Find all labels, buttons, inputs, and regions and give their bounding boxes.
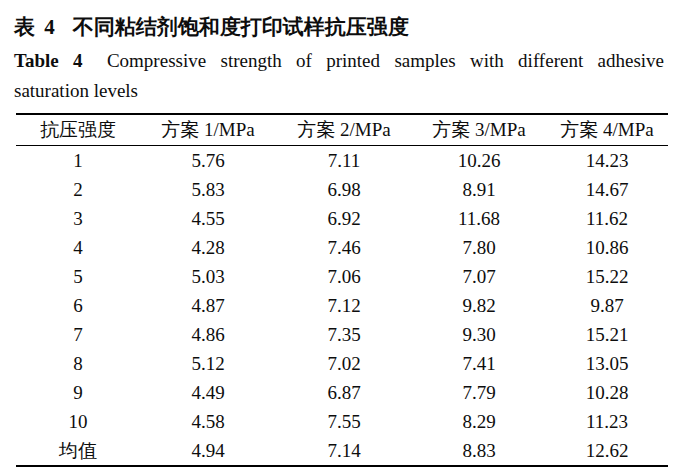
value-cell: 4.28 xyxy=(140,233,276,262)
column-header-0: 抗压强度 xyxy=(16,114,140,146)
table-row: 均值4.947.148.8312.62 xyxy=(16,436,668,466)
table-row: 64.877.129.829.87 xyxy=(16,291,668,320)
value-cell: 7.80 xyxy=(412,233,546,262)
table-row: 55.037.067.0715.22 xyxy=(16,262,668,291)
value-cell: 4.87 xyxy=(140,291,276,320)
value-cell: 11.23 xyxy=(546,407,668,436)
value-cell: 7.12 xyxy=(276,291,412,320)
value-cell: 6.98 xyxy=(276,175,412,204)
value-cell: 11.62 xyxy=(546,204,668,233)
value-cell: 15.21 xyxy=(546,320,668,349)
value-cell: 7.41 xyxy=(412,349,546,378)
paper-page-body: { "captions": { "zh_label": "表 4", "zh_t… xyxy=(0,0,686,472)
row-label: 8 xyxy=(16,349,140,378)
column-header-1: 方案 1/MPa xyxy=(140,114,276,146)
value-cell: 10.28 xyxy=(546,378,668,407)
row-label: 7 xyxy=(16,320,140,349)
table-row: 34.556.9211.6811.62 xyxy=(16,204,668,233)
table-header-row: 抗压强度方案 1/MPa方案 2/MPa方案 3/MPa方案 4/MPa xyxy=(16,114,668,146)
table-row: 25.836.988.9114.67 xyxy=(16,175,668,204)
value-cell: 7.46 xyxy=(276,233,412,262)
table-row: 74.867.359.3015.21 xyxy=(16,320,668,349)
value-cell: 7.79 xyxy=(412,378,546,407)
table-caption-en-line1: Table 4 Compressive strength of printed … xyxy=(14,46,664,76)
table-caption-zh: 表 4 不同粘结剂饱和度打印试样抗压强度 xyxy=(14,12,666,42)
value-cell: 14.23 xyxy=(546,146,668,176)
value-cell: 5.76 xyxy=(140,146,276,176)
row-label: 1 xyxy=(16,146,140,176)
column-header-4: 方案 4/MPa xyxy=(546,114,668,146)
table-caption-en-line2: saturation levels xyxy=(14,76,664,106)
table-row: 104.587.558.2911.23 xyxy=(16,407,668,436)
column-header-2: 方案 2/MPa xyxy=(276,114,412,146)
value-cell: 8.29 xyxy=(412,407,546,436)
value-cell: 11.68 xyxy=(412,204,546,233)
row-label: 6 xyxy=(16,291,140,320)
row-label: 10 xyxy=(16,407,140,436)
table-caption-en: Table 4 Compressive strength of printed … xyxy=(14,46,664,106)
value-cell: 7.02 xyxy=(276,349,412,378)
value-cell: 8.91 xyxy=(412,175,546,204)
table-row: 44.287.467.8010.86 xyxy=(16,233,668,262)
value-cell: 12.62 xyxy=(546,436,668,466)
value-cell: 15.22 xyxy=(546,262,668,291)
value-cell: 7.14 xyxy=(276,436,412,466)
row-label: 5 xyxy=(16,262,140,291)
table-caption-en-title: Compressive strength of printed samples … xyxy=(107,50,664,71)
table-header: 抗压强度方案 1/MPa方案 2/MPa方案 3/MPa方案 4/MPa xyxy=(16,114,668,146)
value-cell: 6.92 xyxy=(276,204,412,233)
row-label: 2 xyxy=(16,175,140,204)
value-cell: 10.86 xyxy=(546,233,668,262)
value-cell: 4.94 xyxy=(140,436,276,466)
row-label: 4 xyxy=(16,233,140,262)
row-label: 均值 xyxy=(16,436,140,466)
table-body: 15.767.1110.2614.2325.836.988.9114.6734.… xyxy=(16,146,668,467)
value-cell: 4.49 xyxy=(140,378,276,407)
value-cell: 5.83 xyxy=(140,175,276,204)
table-caption-en-label: Table 4 xyxy=(14,50,83,71)
table-caption-zh-label: 表 4 xyxy=(14,15,57,39)
value-cell: 9.30 xyxy=(412,320,546,349)
value-cell: 7.55 xyxy=(276,407,412,436)
table-row: 94.496.877.7910.28 xyxy=(16,378,668,407)
value-cell: 10.26 xyxy=(412,146,546,176)
paper-page: 表 4 不同粘结剂饱和度打印试样抗压强度 Table 4 Compressive … xyxy=(0,0,686,472)
compressive-strength-table: 抗压强度方案 1/MPa方案 2/MPa方案 3/MPa方案 4/MPa 15.… xyxy=(16,113,668,467)
value-cell: 14.67 xyxy=(546,175,668,204)
value-cell: 4.86 xyxy=(140,320,276,349)
value-cell: 7.07 xyxy=(412,262,546,291)
value-cell: 5.12 xyxy=(140,349,276,378)
value-cell: 7.35 xyxy=(276,320,412,349)
table-row: 85.127.027.4113.05 xyxy=(16,349,668,378)
value-cell: 7.11 xyxy=(276,146,412,176)
value-cell: 8.83 xyxy=(412,436,546,466)
value-cell: 4.55 xyxy=(140,204,276,233)
value-cell: 13.05 xyxy=(546,349,668,378)
column-header-3: 方案 3/MPa xyxy=(412,114,546,146)
row-label: 3 xyxy=(16,204,140,233)
value-cell: 6.87 xyxy=(276,378,412,407)
value-cell: 4.58 xyxy=(140,407,276,436)
value-cell: 7.06 xyxy=(276,262,412,291)
value-cell: 9.87 xyxy=(546,291,668,320)
table-row: 15.767.1110.2614.23 xyxy=(16,146,668,176)
row-label: 9 xyxy=(16,378,140,407)
table-caption-zh-title: 不同粘结剂饱和度打印试样抗压强度 xyxy=(73,15,409,39)
value-cell: 9.82 xyxy=(412,291,546,320)
value-cell: 5.03 xyxy=(140,262,276,291)
